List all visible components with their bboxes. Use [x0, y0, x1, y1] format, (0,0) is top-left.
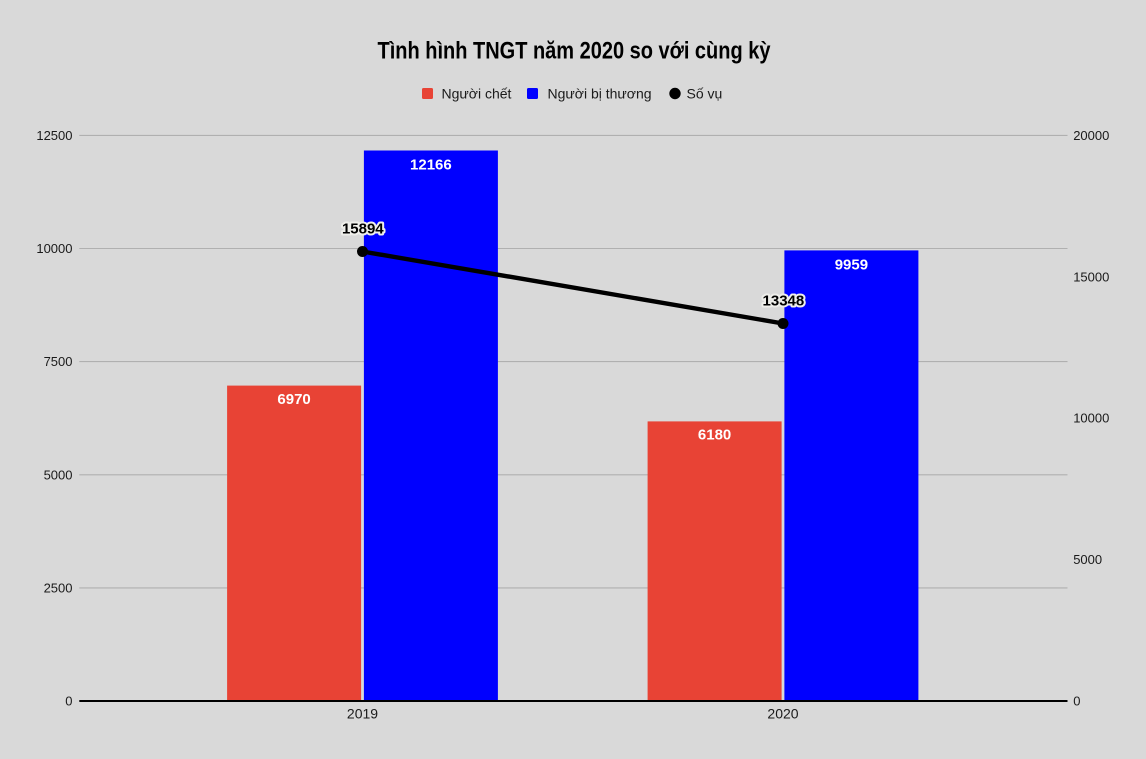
svg-text:0: 0	[1073, 694, 1080, 709]
svg-text:12500: 12500	[36, 128, 72, 143]
svg-text:2019: 2019	[347, 705, 378, 721]
svg-text:5000: 5000	[44, 467, 73, 482]
svg-text:Người bị thương: Người bị thương	[548, 86, 652, 102]
svg-text:10000: 10000	[36, 241, 72, 256]
svg-text:9959: 9959	[835, 256, 868, 273]
svg-text:15894: 15894	[342, 221, 384, 238]
svg-text:10000: 10000	[1073, 411, 1109, 426]
svg-text:Người chết: Người chết	[442, 86, 512, 102]
svg-text:0: 0	[65, 694, 72, 709]
svg-text:13348: 13348	[763, 293, 805, 310]
svg-text:2500: 2500	[44, 580, 73, 595]
svg-text:Tình hình TNGT năm 2020 so với: Tình hình TNGT năm 2020 so với cùng kỳ	[378, 37, 772, 64]
svg-text:2020: 2020	[767, 705, 798, 721]
svg-text:15000: 15000	[1073, 269, 1109, 284]
svg-text:5000: 5000	[1073, 552, 1102, 567]
svg-text:6970: 6970	[277, 391, 310, 408]
svg-text:7500: 7500	[44, 354, 73, 369]
svg-text:6180: 6180	[698, 427, 731, 444]
svg-text:Số vụ: Số vụ	[687, 86, 723, 102]
svg-text:12166: 12166	[410, 157, 452, 174]
svg-text:20000: 20000	[1073, 128, 1109, 143]
